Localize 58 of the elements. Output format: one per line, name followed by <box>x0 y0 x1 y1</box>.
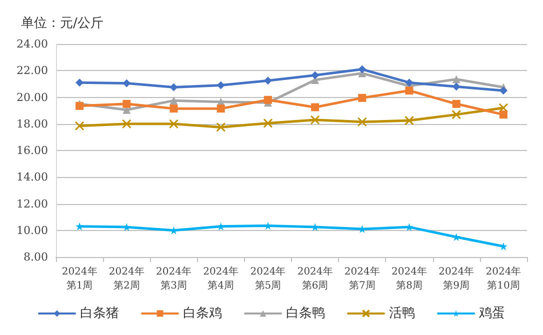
point <box>216 81 225 90</box>
x-tick-label: 2024年第7周 <box>344 266 380 292</box>
point <box>122 79 131 88</box>
x-tick-label: 2024年第10周 <box>486 266 522 292</box>
legend-label: 鸡蛋 <box>478 306 505 321</box>
point <box>169 119 178 129</box>
point <box>264 222 272 230</box>
legend-label: 白条鸡 <box>183 306 222 321</box>
x-tick-label: 2024年第1周 <box>62 266 98 292</box>
point <box>76 222 84 230</box>
point <box>122 100 131 108</box>
point <box>216 222 225 230</box>
point <box>263 118 273 128</box>
x-tick-label: 2024年第2周 <box>108 266 144 292</box>
point <box>216 122 226 132</box>
point <box>311 71 320 80</box>
point <box>452 82 460 91</box>
x-tick-label: 2024年第3周 <box>156 266 192 292</box>
point <box>357 117 367 127</box>
y-tick-label: 20.00 <box>16 90 48 104</box>
point <box>264 76 272 85</box>
y-tick-label: 24.00 <box>16 38 48 50</box>
point <box>310 115 320 125</box>
point <box>74 121 84 131</box>
y-tick-label: 16.00 <box>16 144 48 157</box>
point <box>170 96 178 105</box>
point <box>216 104 225 113</box>
point <box>170 104 178 113</box>
x-tick-label: 2024年第8周 <box>392 266 427 292</box>
legend-label: 白条猪 <box>80 306 119 321</box>
x-tick-label: 2024年第5周 <box>250 266 286 292</box>
point <box>170 83 178 92</box>
point <box>311 103 320 112</box>
x-tick-label: 2024年第9周 <box>438 266 474 292</box>
point <box>452 75 460 84</box>
point <box>358 65 366 74</box>
y-tick-label: 10.00 <box>16 224 48 237</box>
point <box>452 110 462 120</box>
x-tick-label: 2024年第4周 <box>203 266 239 292</box>
legend-label: 活鸭 <box>389 306 415 321</box>
point <box>358 94 366 102</box>
point <box>264 96 272 104</box>
chart-title: 单位：元/公斤 <box>21 16 104 31</box>
point <box>122 119 132 129</box>
x-tick-label: 2024年第6周 <box>297 266 333 292</box>
point <box>405 86 414 95</box>
y-tick-label: 18.00 <box>16 117 48 130</box>
y-tick-label: 22.00 <box>16 64 48 78</box>
point <box>405 78 414 87</box>
legend-label: 白条鸭 <box>286 306 325 321</box>
point <box>498 103 508 113</box>
point <box>452 100 460 108</box>
y-tick-label: 12.00 <box>16 197 48 210</box>
y-tick-label: 14.00 <box>16 170 48 184</box>
point <box>499 86 508 95</box>
point <box>499 110 508 119</box>
y-tick-label: 8.00 <box>24 250 48 264</box>
point <box>404 116 414 126</box>
